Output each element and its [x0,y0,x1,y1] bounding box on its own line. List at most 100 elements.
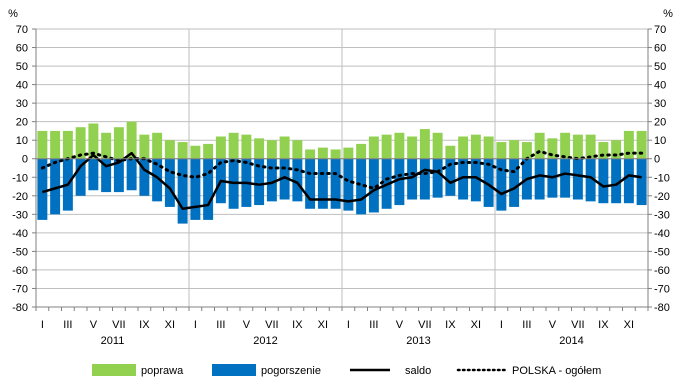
y-tick-label-left: -30 [12,209,28,221]
bar-poprawa [368,136,379,159]
x-tick-label-month: VII [265,319,278,331]
y-tick-label-left: -10 [12,172,28,184]
bar-pogorszenie [279,158,290,200]
bar-poprawa [572,134,583,159]
x-tick-label-month: V [90,319,98,331]
bar-poprawa [356,143,367,159]
bar-poprawa [509,140,520,159]
bar-pogorszenie [470,158,481,202]
bar-pogorszenie [419,158,430,200]
x-tick-label-month: XI [471,319,481,331]
grid [36,28,648,308]
bar-pogorszenie [152,158,163,202]
y-tick-label-left: 10 [16,135,28,147]
bar-pogorszenie [203,158,214,220]
bars [37,121,647,224]
bar-pogorszenie [317,158,328,209]
bar-pogorszenie [483,158,494,207]
y-tick-label-left: 70 [16,24,28,36]
bar-poprawa [164,140,175,159]
bar-poprawa [292,140,303,159]
bar-poprawa [139,134,150,159]
y-tick-label-left: 60 [16,43,28,55]
y-axis-unit-right: % [663,8,673,20]
x-tick-label-month: VII [571,319,584,331]
legend-label-saldo: saldo [405,365,431,377]
bar-pogorszenie [407,158,418,200]
y-tick-label-right: -70 [654,283,670,295]
bar-poprawa [496,142,507,159]
legend-swatch-pogorszenie [212,364,256,376]
bar-poprawa [343,147,354,159]
x-tick-label-month: III [63,319,72,331]
bar-poprawa [177,142,188,159]
bar-pogorszenie [458,158,469,200]
y-tick-label-right: 0 [654,154,660,166]
bar-pogorszenie [88,158,99,191]
bar-pogorszenie [509,158,520,207]
bar-pogorszenie [585,158,596,202]
bar-poprawa [215,136,226,159]
bar-poprawa [62,130,73,159]
bar-poprawa [636,130,647,159]
bar-poprawa [547,138,558,159]
bar-pogorszenie [37,158,48,220]
bar-poprawa [394,132,405,159]
x-tick-label-month: IX [598,319,609,331]
x-tick-label-month: XI [624,319,634,331]
bar-poprawa [419,129,430,159]
bar-poprawa [190,145,201,159]
y-tick-label-right: -40 [654,228,670,240]
bar-poprawa [228,132,239,159]
bar-poprawa [203,143,214,159]
bar-pogorszenie [75,158,86,196]
bar-poprawa [241,134,252,159]
bar-poprawa [88,123,99,159]
bar-poprawa [152,132,163,159]
bar-poprawa [50,130,61,159]
bar-poprawa [560,132,571,159]
y-tick-label-right: -60 [654,265,670,277]
bar-poprawa [113,127,124,159]
y-tick-label-right: 10 [654,135,666,147]
bar-pogorszenie [368,158,379,213]
x-tick-label-year: 2011 [101,335,125,347]
bar-pogorszenie [598,158,609,204]
bar-poprawa [432,132,443,159]
y-tick-label-right: -80 [654,302,670,314]
x-tick-label-month: V [396,319,404,331]
bar-pogorszenie [496,158,507,211]
bar-poprawa [305,149,316,159]
bar-poprawa [381,134,392,159]
y-tick-label-right: -20 [654,191,670,203]
y-tick-label-right: -30 [654,209,670,221]
bar-poprawa [254,138,265,159]
bar-poprawa [266,140,277,159]
bar-pogorszenie [534,158,545,200]
bar-poprawa [37,130,48,159]
y-tick-label-right: 70 [654,24,666,36]
y-tick-label-left: -60 [12,265,28,277]
bar-pogorszenie [445,158,456,196]
bar-poprawa [317,147,328,159]
x-tick-label-month: I [500,319,503,331]
y-tick-label-right: 20 [654,117,666,129]
bar-poprawa [101,132,112,159]
line-saldo [42,151,642,211]
bar-poprawa [534,132,545,159]
bar-pogorszenie [126,158,137,191]
x-tick-label-month: I [194,319,197,331]
x-tick-label-month: IX [139,319,150,331]
bar-poprawa [585,134,596,159]
y-tick-label-right: -10 [654,172,670,184]
legend-label-pogorszenie: pogorszenie [261,365,321,377]
bar-poprawa [445,145,456,159]
bar-poprawa [407,136,418,159]
bar-pogorszenie [394,158,405,206]
y-tick-label-left: 20 [16,117,28,129]
bar-pogorszenie [190,158,201,220]
bar-pogorszenie [572,158,583,200]
x-tick-label-month: III [369,319,378,331]
y-tick-label-left: -20 [12,191,28,203]
y-tick-label-right: 30 [654,98,666,110]
